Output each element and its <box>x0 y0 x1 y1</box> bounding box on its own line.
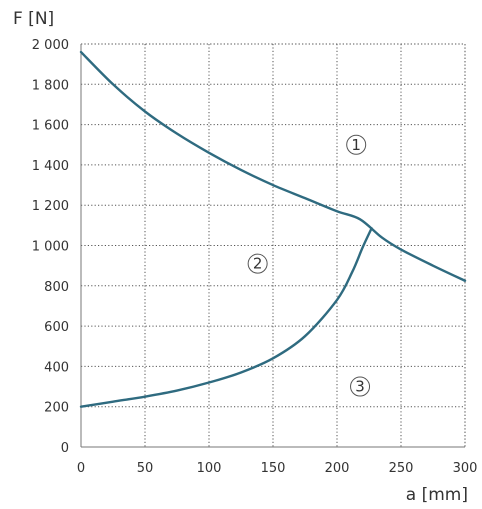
x-axis-label: a [mm] <box>406 485 468 505</box>
axes <box>80 44 465 448</box>
y-tick-label: 400 <box>44 360 69 375</box>
plot-frame <box>80 43 466 448</box>
y-tick-label: 0 <box>61 441 69 456</box>
series-line-1 <box>79 50 467 282</box>
y-axis-label: F [N] <box>13 9 54 29</box>
region-label: 2 <box>253 255 263 273</box>
y-tick-label: 1 200 <box>32 199 69 214</box>
grid <box>81 43 466 447</box>
x-tick-label: 0 <box>77 461 85 476</box>
y-tick-label: 600 <box>44 320 69 335</box>
x-tick-label: 200 <box>325 461 350 476</box>
y-tick-label: 1 800 <box>32 78 69 93</box>
y-tick-label: 1 400 <box>32 159 69 174</box>
x-tick-labels: 0 50 100 150 200 250 300 <box>77 461 478 476</box>
series-line-2 <box>79 227 373 408</box>
region-labels: 1 2 3 <box>247 134 371 397</box>
y-tick-label: 200 <box>44 401 69 416</box>
x-tick-label: 100 <box>197 461 222 476</box>
series-lines <box>79 50 467 408</box>
region-marker-circle <box>350 376 371 397</box>
region-label: 1 <box>351 136 361 154</box>
x-tick-label: 50 <box>137 461 154 476</box>
region-label: 3 <box>355 378 365 396</box>
x-tick-label: 150 <box>261 461 286 476</box>
y-tick-label: 2 000 <box>32 38 69 53</box>
y-tick-label: 1 000 <box>32 240 69 255</box>
x-tick-label: 300 <box>453 461 478 476</box>
x-tick-label: 250 <box>389 461 414 476</box>
region-marker-circle <box>247 253 268 274</box>
y-tick-labels: 0 200 400 600 800 1 000 1 200 1 400 1 600 1 800 2 … <box>32 38 69 456</box>
y-tick-label: 800 <box>44 280 69 295</box>
y-tick-label: 1 600 <box>32 119 69 134</box>
region-marker-circle <box>346 134 367 155</box>
